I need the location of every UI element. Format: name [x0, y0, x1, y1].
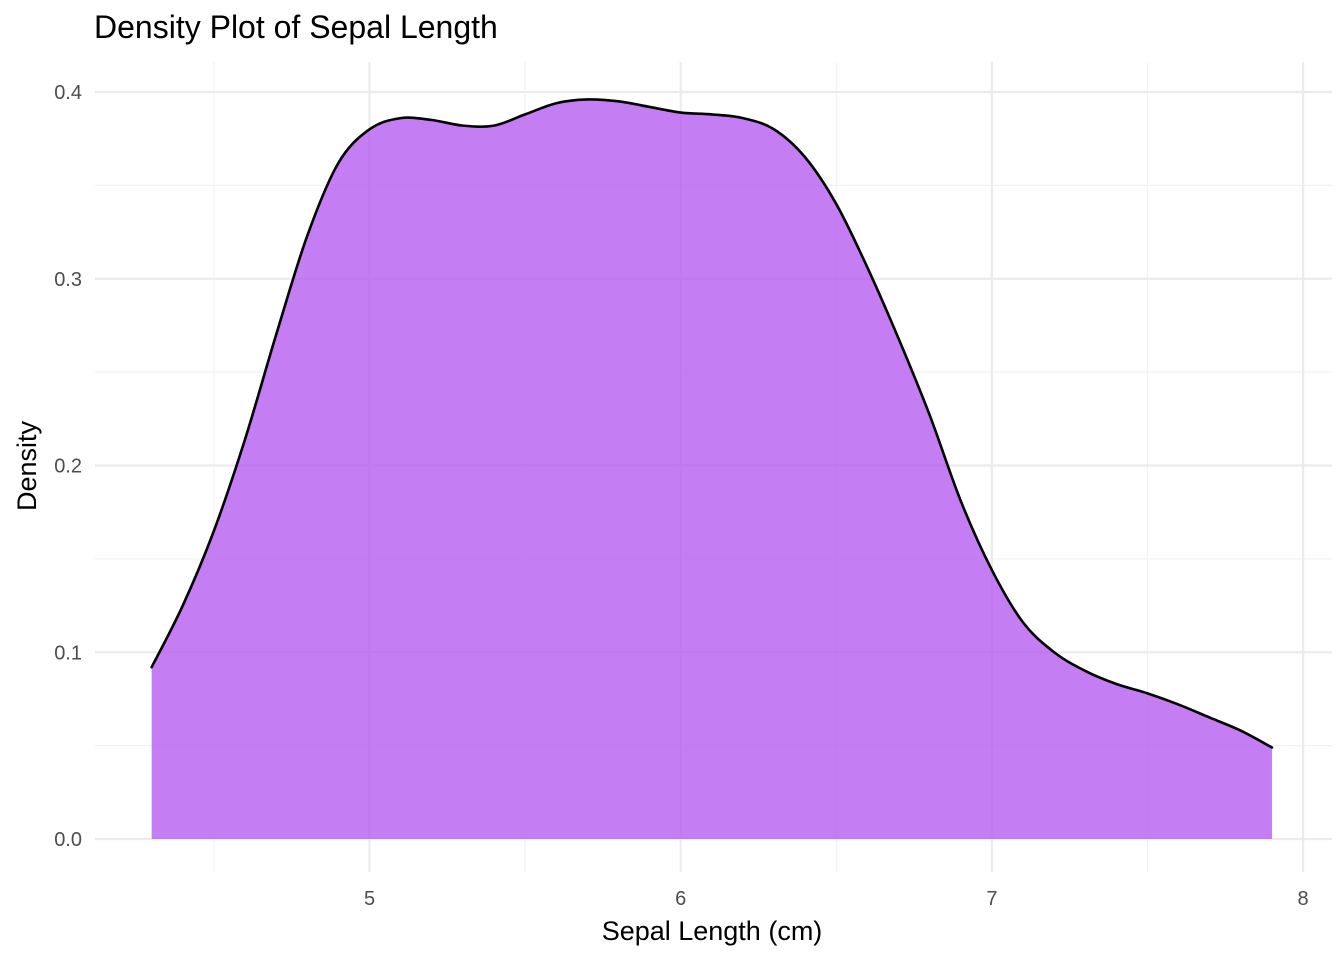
- plot-area: [150, 98, 1274, 840]
- x-axis-title: Sepal Length (cm): [602, 916, 823, 946]
- y-tick-label: 0.1: [54, 642, 82, 664]
- x-tick-label: 6: [675, 888, 686, 910]
- density-area: [151, 99, 1272, 840]
- y-tick-label: 0.4: [54, 82, 82, 104]
- x-tick-label: 5: [364, 888, 375, 910]
- x-tick-label: 7: [986, 888, 997, 910]
- y-tick-label: 0.2: [54, 456, 82, 478]
- x-tick-label: 8: [1298, 888, 1309, 910]
- density-line: [150, 98, 1274, 749]
- y-tick-label: 0.3: [54, 269, 82, 291]
- y-axis-title: Density: [12, 420, 42, 511]
- x-axis-ticks: 5 6 7 8: [364, 888, 1309, 910]
- y-tick-label: 0.0: [54, 829, 82, 851]
- y-axis-ticks: 0.0 0.1 0.2 0.3 0.4: [54, 82, 82, 851]
- chart-title: Density Plot of Sepal Length: [94, 9, 498, 45]
